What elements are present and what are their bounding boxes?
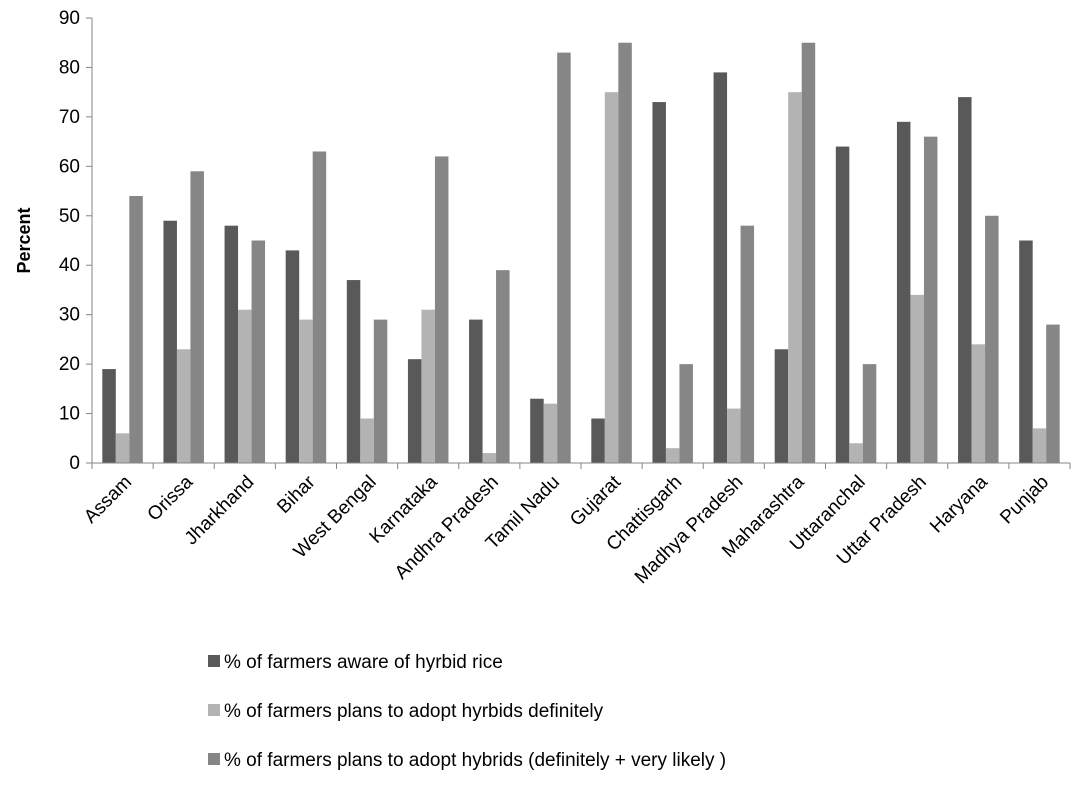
bar-series-2-bihar [299,319,313,463]
bar-series-3-bihar [312,151,327,463]
bar-series-3-haryana [985,215,999,463]
y-tick-label: 50 [59,206,80,227]
bar-series-1-punjab [1019,240,1033,463]
bar-series-3-west-bengal [373,319,388,463]
bar-series-3-uttaranchal [862,364,877,463]
bar-series-2-jharkhand [238,309,252,463]
bar-series-1-assam [102,369,116,463]
y-tick-label: 0 [69,453,80,474]
x-category-label: Assam [80,472,136,528]
x-category-label: Madhya Pradesh [631,472,747,588]
bar-series-2-orissa [176,349,191,463]
bar-series-2-andhra-pradesh [482,453,497,463]
bar-series-3-tamil-nadu [557,52,571,464]
bar-series-1-chattisgarh [652,102,666,463]
x-category-label: Haryana [926,471,992,537]
bar-series-2-gujarat [604,92,619,464]
legend: % of farmers aware of hyrbid rice % of fa… [208,652,726,771]
bar-series-1-karnataka [407,359,422,463]
bar-series-1-maharashtra [774,349,789,463]
bar-series-1-gujarat [591,418,605,463]
bar-series-3-gujarat [618,42,632,463]
legend-label-3: % of farmers plans to adopt hybrids (def… [224,750,726,771]
x-category-label: Punjab [996,472,1053,529]
y-tick-label: 80 [59,57,80,78]
y-tick-label: 70 [59,107,80,128]
bar-series-3-orissa [190,171,204,463]
bar-series-3-uttar-pradesh [923,136,938,464]
y-tick-label: 90 [59,8,80,29]
legend-swatch-1 [208,655,220,667]
bar-series-3-jharkhand [251,240,266,463]
bar-series-1-madhya-pradesh [713,72,728,463]
x-category-label: Gujarat [566,471,625,530]
bar-series-3-karnataka [434,156,449,463]
y-axis-title: Percent [14,207,34,273]
bar-series-1-jharkhand [224,225,239,463]
bar-series-1-haryana [958,97,972,464]
bar-series-2-haryana [971,344,986,463]
x-category-label: Andhra Pradesh [391,472,503,584]
bar-series-2-assam [115,433,130,463]
bar-series-2-punjab [1032,428,1047,463]
bar-series-2-maharashtra [788,92,802,464]
bar-series-1-orissa [163,220,177,463]
bar-series-2-madhya-pradesh [727,408,741,463]
x-category-label: Bihar [273,471,320,518]
bar-series-2-karnataka [421,309,435,463]
legend-label-1: % of farmers aware of hyrbid rice [224,652,503,673]
bar-series-2-chattisgarh [665,448,680,463]
bar-series-3-punjab [1046,324,1060,463]
bar-series-3-maharashtra [801,42,816,463]
bar-series-2-west-bengal [360,418,374,463]
y-tick-label: 60 [59,156,80,177]
bar-series-1-uttar-pradesh [896,121,911,463]
legend-swatch-3 [208,753,220,765]
bar-series-3-madhya-pradesh [740,225,755,463]
bar-series-2-uttar-pradesh [910,294,924,463]
legend-swatch-2 [208,704,220,716]
bar-series-2-tamil-nadu [543,403,558,463]
bar-series-1-west-bengal [346,280,361,463]
bar-series-1-tamil-nadu [530,398,544,463]
bar-series-1-andhra-pradesh [469,319,483,463]
legend-label-2: % of farmers plans to adopt hyrbids defi… [224,701,604,722]
y-tick-label: 20 [59,354,80,375]
bar-series-2-uttaranchal [849,443,863,463]
bar-series-1-uttaranchal [835,146,850,463]
y-tick-label: 10 [59,404,80,425]
bar-series-3-chattisgarh [679,364,693,463]
x-category-label: Orissa [144,471,198,525]
y-tick-label: 30 [59,305,80,326]
bar-series-1-bihar [285,250,300,463]
bar-series-3-assam [129,196,143,463]
bar-series-3-andhra-pradesh [496,270,510,463]
y-tick-label: 40 [59,255,80,276]
